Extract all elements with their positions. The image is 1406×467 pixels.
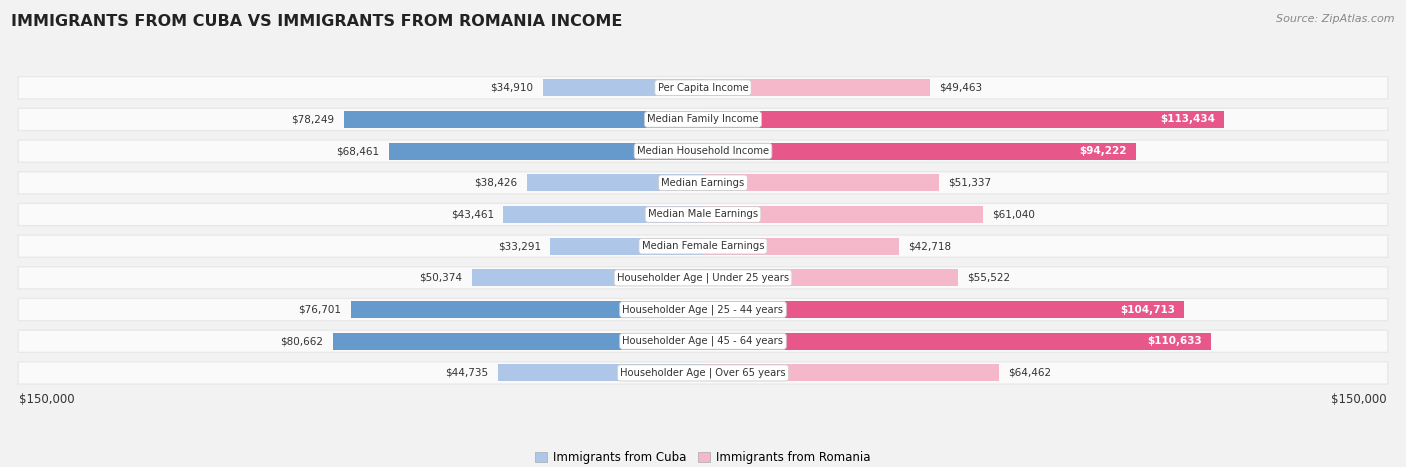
FancyBboxPatch shape bbox=[18, 236, 1388, 257]
FancyBboxPatch shape bbox=[17, 76, 1389, 99]
FancyBboxPatch shape bbox=[18, 172, 1388, 193]
Text: Median Female Earnings: Median Female Earnings bbox=[641, 241, 765, 251]
Text: $34,910: $34,910 bbox=[491, 83, 533, 93]
Text: Per Capita Income: Per Capita Income bbox=[658, 83, 748, 93]
Bar bbox=[550, 238, 703, 255]
Text: Median Family Income: Median Family Income bbox=[647, 114, 759, 124]
Text: Householder Age | 25 - 44 years: Householder Age | 25 - 44 years bbox=[623, 304, 783, 315]
FancyBboxPatch shape bbox=[17, 266, 1389, 290]
Text: $43,461: $43,461 bbox=[451, 210, 494, 219]
Text: Source: ZipAtlas.com: Source: ZipAtlas.com bbox=[1277, 14, 1395, 24]
FancyBboxPatch shape bbox=[18, 331, 1388, 352]
FancyBboxPatch shape bbox=[18, 362, 1388, 383]
Text: $33,291: $33,291 bbox=[498, 241, 541, 251]
FancyBboxPatch shape bbox=[18, 204, 1388, 225]
FancyBboxPatch shape bbox=[17, 139, 1389, 163]
Text: Householder Age | 45 - 64 years: Householder Age | 45 - 64 years bbox=[623, 336, 783, 347]
Text: $113,434: $113,434 bbox=[1160, 114, 1215, 124]
FancyBboxPatch shape bbox=[18, 299, 1388, 320]
Bar bbox=[350, 301, 703, 318]
Text: $80,662: $80,662 bbox=[280, 336, 323, 346]
Text: $104,713: $104,713 bbox=[1119, 304, 1175, 315]
Text: $150,000: $150,000 bbox=[18, 393, 75, 406]
Text: $50,374: $50,374 bbox=[419, 273, 463, 283]
FancyBboxPatch shape bbox=[18, 268, 1388, 288]
Bar bbox=[503, 206, 703, 223]
Text: Median Earnings: Median Earnings bbox=[661, 178, 745, 188]
Bar bbox=[703, 142, 1136, 160]
Bar bbox=[703, 174, 939, 191]
Text: $78,249: $78,249 bbox=[291, 114, 335, 124]
Text: $61,040: $61,040 bbox=[993, 210, 1035, 219]
Bar bbox=[703, 269, 957, 286]
FancyBboxPatch shape bbox=[18, 109, 1388, 130]
Text: $94,222: $94,222 bbox=[1078, 146, 1126, 156]
Text: $44,735: $44,735 bbox=[446, 368, 488, 378]
Text: Median Male Earnings: Median Male Earnings bbox=[648, 210, 758, 219]
FancyBboxPatch shape bbox=[18, 77, 1388, 98]
Bar bbox=[703, 364, 1000, 382]
Bar bbox=[526, 174, 703, 191]
Bar bbox=[498, 364, 703, 382]
FancyBboxPatch shape bbox=[17, 234, 1389, 258]
Text: Householder Age | Over 65 years: Householder Age | Over 65 years bbox=[620, 368, 786, 378]
Bar bbox=[333, 333, 703, 350]
Text: $110,633: $110,633 bbox=[1147, 336, 1202, 346]
Text: IMMIGRANTS FROM CUBA VS IMMIGRANTS FROM ROMANIA INCOME: IMMIGRANTS FROM CUBA VS IMMIGRANTS FROM … bbox=[11, 14, 623, 29]
FancyBboxPatch shape bbox=[18, 141, 1388, 162]
FancyBboxPatch shape bbox=[17, 108, 1389, 131]
Bar bbox=[703, 301, 1184, 318]
FancyBboxPatch shape bbox=[17, 361, 1389, 385]
Bar bbox=[703, 79, 931, 96]
Bar bbox=[343, 111, 703, 128]
Text: $150,000: $150,000 bbox=[1331, 393, 1388, 406]
FancyBboxPatch shape bbox=[17, 171, 1389, 195]
Text: $51,337: $51,337 bbox=[948, 178, 991, 188]
FancyBboxPatch shape bbox=[17, 298, 1389, 321]
Bar bbox=[703, 238, 900, 255]
Text: Householder Age | Under 25 years: Householder Age | Under 25 years bbox=[617, 273, 789, 283]
Bar bbox=[703, 333, 1211, 350]
Text: $64,462: $64,462 bbox=[1008, 368, 1052, 378]
Bar bbox=[703, 111, 1225, 128]
FancyBboxPatch shape bbox=[17, 203, 1389, 226]
Bar bbox=[703, 206, 983, 223]
Text: $49,463: $49,463 bbox=[939, 83, 983, 93]
FancyBboxPatch shape bbox=[17, 330, 1389, 353]
Bar bbox=[543, 79, 703, 96]
Text: Median Household Income: Median Household Income bbox=[637, 146, 769, 156]
Text: $55,522: $55,522 bbox=[967, 273, 1011, 283]
Text: $38,426: $38,426 bbox=[474, 178, 517, 188]
Text: $42,718: $42,718 bbox=[908, 241, 952, 251]
Text: $68,461: $68,461 bbox=[336, 146, 380, 156]
Bar bbox=[388, 142, 703, 160]
Legend: Immigrants from Cuba, Immigrants from Romania: Immigrants from Cuba, Immigrants from Ro… bbox=[530, 446, 876, 467]
Bar bbox=[471, 269, 703, 286]
Text: $76,701: $76,701 bbox=[298, 304, 342, 315]
